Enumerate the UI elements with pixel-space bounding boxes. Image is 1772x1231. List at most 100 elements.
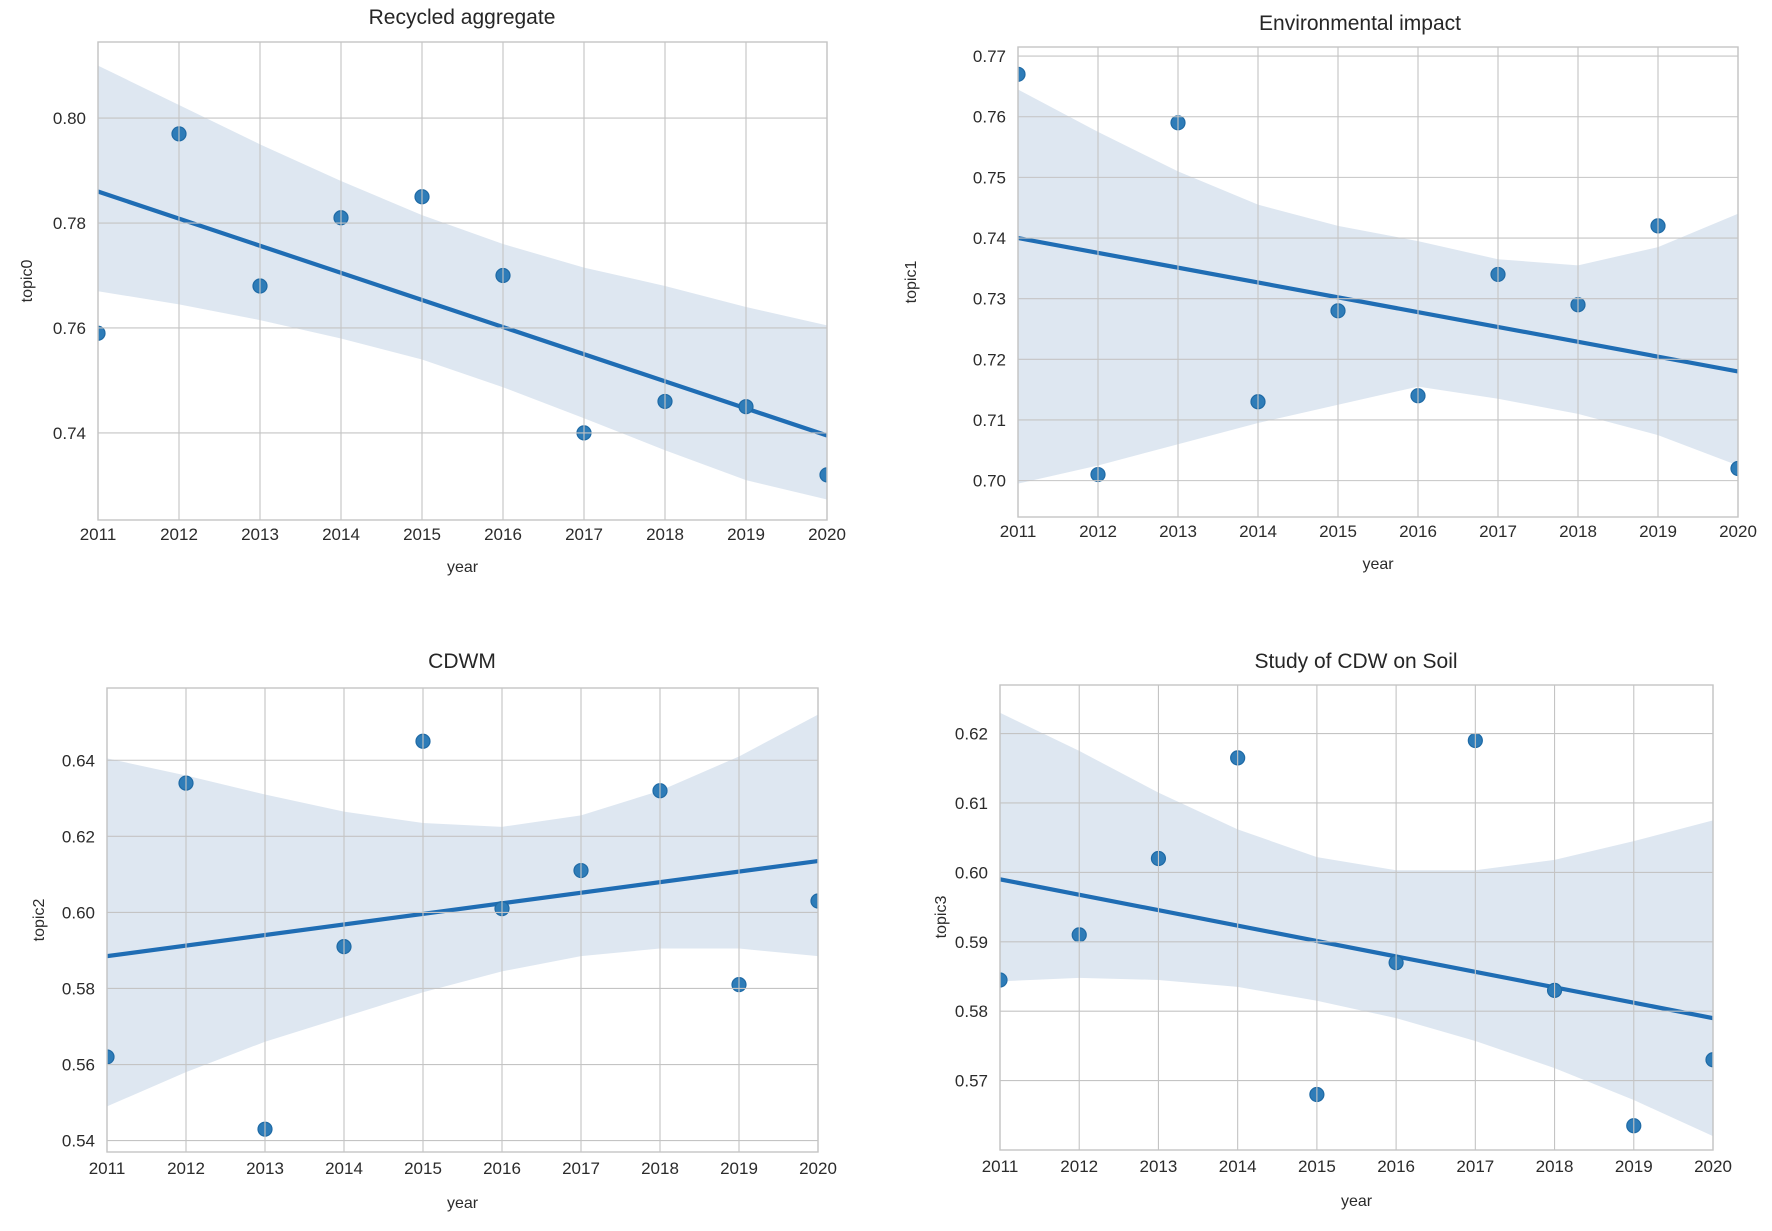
regression-line — [1000, 877, 1713, 1021]
regression-line — [1018, 235, 1738, 374]
x-tick-label: 2017 — [562, 1159, 600, 1178]
y-axis-label: topic3 — [933, 896, 950, 939]
subplot-title: Recycled aggregate — [369, 6, 556, 29]
x-tick-label: 2018 — [1559, 522, 1597, 541]
x-tick-label: 2013 — [1140, 1157, 1178, 1176]
x-tick-label: 2016 — [483, 1159, 521, 1178]
data-point — [810, 893, 818, 909]
data-point — [819, 467, 827, 483]
y-axis-label: topic0 — [19, 260, 36, 303]
gridlines — [999, 685, 1714, 1150]
x-axis-label: year — [447, 559, 479, 576]
x-tick-label: 2018 — [646, 525, 684, 544]
confidence-band — [1000, 712, 1713, 1137]
y-tick-label: 0.62 — [62, 827, 95, 846]
confidence-band — [1018, 89, 1738, 484]
y-tick-label: 0.74 — [973, 229, 1006, 248]
y-tick-label: 0.75 — [973, 168, 1006, 187]
data-point — [1000, 972, 1008, 988]
data-point — [1705, 1052, 1713, 1068]
x-tick-label: 2016 — [1399, 522, 1437, 541]
y-tick-label: 0.72 — [973, 350, 1006, 369]
x-tick-label: 2018 — [1536, 1157, 1574, 1176]
x-tick-label: 2017 — [565, 525, 603, 544]
x-tick-label: 2018 — [641, 1159, 679, 1178]
x-tick-label: 2015 — [403, 525, 441, 544]
x-tick-label: 2013 — [241, 525, 279, 544]
x-tick-label: 2014 — [1239, 522, 1277, 541]
y-tick-label: 0.80 — [53, 109, 86, 128]
y-tick-label: 0.60 — [62, 903, 95, 922]
regression-line — [107, 858, 818, 959]
plot-border — [1017, 46, 1739, 518]
subplot-topic2: CDWM 0.54 0.56 0.58 0.60 0.62 0.64 2011 2012 2013… — [31, 650, 837, 1212]
subplot-topic0: Recycled aggregate 0.74 0.76 0.78 0.80 2011 20… — [19, 6, 846, 576]
x-tick-label: 2014 — [325, 1159, 363, 1178]
x-tick-label: 2020 — [808, 525, 846, 544]
x-tick-label: 2015 — [1298, 1157, 1336, 1176]
x-tick-label: 2019 — [1615, 1157, 1653, 1176]
y-tick-label: 0.54 — [62, 1132, 95, 1151]
y-tick-label: 0.71 — [973, 411, 1006, 430]
x-tick-label: 2013 — [1159, 522, 1197, 541]
x-tick-label: 2015 — [1319, 522, 1357, 541]
x-axis-label: year — [1341, 1193, 1373, 1210]
x-tick-label: 2020 — [1719, 522, 1757, 541]
plot-artists — [1018, 66, 1738, 484]
x-tick-label: 2012 — [160, 525, 198, 544]
x-tick-label: 2014 — [1219, 1157, 1257, 1176]
plot-border — [106, 687, 819, 1153]
x-tick-label: 2019 — [720, 1159, 758, 1178]
x-tick-label: 2012 — [167, 1159, 205, 1178]
y-tick-label: 0.60 — [955, 863, 988, 882]
x-tick-label: 2011 — [982, 1157, 1019, 1176]
y-tick-label: 0.73 — [973, 290, 1006, 309]
regression-line — [98, 189, 827, 438]
x-tick-label: 2017 — [1456, 1157, 1494, 1176]
subplot-title: Environmental impact — [1259, 12, 1461, 35]
x-tick-label: 2020 — [1694, 1157, 1732, 1176]
subplot-topic1: Environmental impact 0.70 0.71 0.72 0.73 0.74… — [903, 12, 1757, 573]
y-axis-label: topic1 — [903, 261, 920, 304]
subplot-title: Study of CDW on Soil — [1254, 650, 1457, 673]
x-tick-label: 2020 — [799, 1159, 837, 1178]
data-point — [1018, 66, 1026, 82]
y-tick-label: 0.58 — [955, 1002, 988, 1021]
y-axis-label: topic2 — [31, 899, 48, 942]
x-tick-label: 2013 — [246, 1159, 284, 1178]
y-tick-label: 0.76 — [973, 108, 1006, 127]
x-tick-label: 2019 — [727, 525, 765, 544]
x-tick-label: 2016 — [1377, 1157, 1415, 1176]
gridlines — [1017, 47, 1739, 517]
x-tick-label: 2015 — [404, 1159, 442, 1178]
plot-border — [999, 684, 1714, 1151]
plot-border — [97, 41, 828, 521]
plot-artists — [98, 65, 827, 500]
x-tick-label: 2017 — [1479, 522, 1517, 541]
y-tick-label: 0.57 — [955, 1072, 988, 1091]
x-tick-label: 2016 — [484, 525, 522, 544]
y-tick-label: 0.62 — [955, 725, 988, 744]
y-tick-label: 0.61 — [955, 794, 988, 813]
x-tick-label: 2011 — [1000, 522, 1037, 541]
y-tick-label: 0.59 — [955, 933, 988, 952]
y-tick-label: 0.58 — [62, 979, 95, 998]
data-point — [1730, 460, 1738, 477]
x-tick-label: 2014 — [322, 525, 360, 544]
y-tick-label: 0.76 — [53, 319, 86, 338]
y-tick-label: 0.78 — [53, 214, 86, 233]
x-tick-label: 2011 — [80, 525, 117, 544]
x-tick-label: 2012 — [1060, 1157, 1098, 1176]
plot-artists — [1000, 712, 1713, 1137]
x-tick-label: 2012 — [1079, 522, 1117, 541]
subplot-title: CDWM — [428, 650, 496, 673]
y-tick-label: 0.56 — [62, 1056, 95, 1075]
x-axis-label: year — [447, 1195, 479, 1212]
y-tick-label: 0.74 — [53, 424, 86, 443]
data-point — [98, 325, 106, 341]
confidence-band — [98, 65, 827, 500]
subplot-topic3: Study of CDW on Soil 0.57 0.58 0.59 0.60 0.61… — [933, 650, 1732, 1210]
data-point — [107, 1049, 115, 1065]
x-tick-label: 2011 — [89, 1159, 126, 1178]
